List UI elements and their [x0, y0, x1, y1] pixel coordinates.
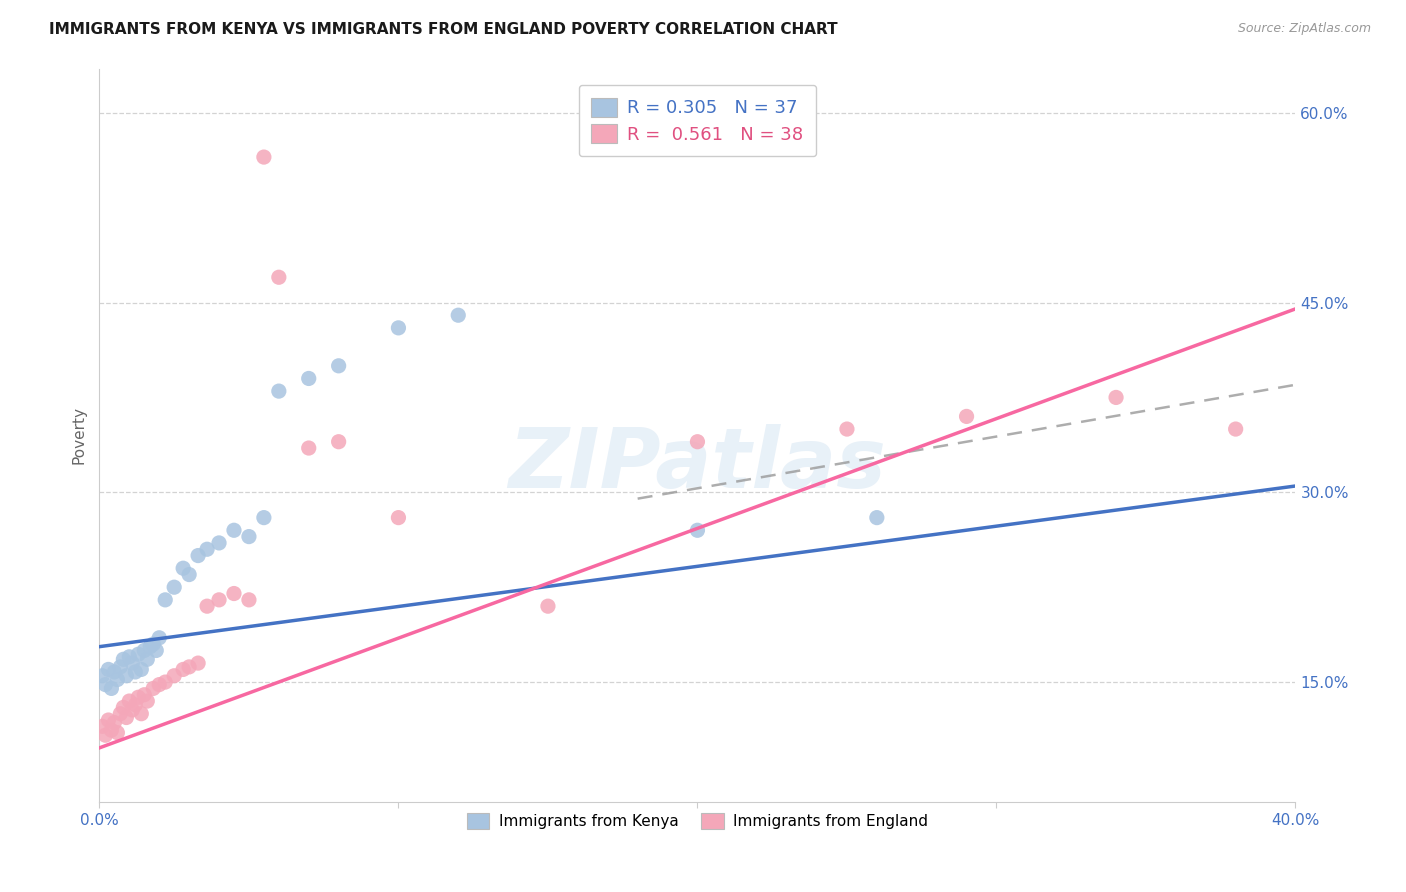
- Point: [208, 592, 231, 607]
- Legend: Immigrants from Kenya, Immigrants from England: Immigrants from Kenya, Immigrants from E…: [460, 806, 935, 835]
- Point: [121, 703, 143, 717]
- Point: [328, 359, 350, 373]
- Point: [179, 567, 201, 582]
- Text: Source: ZipAtlas.com: Source: ZipAtlas.com: [1237, 22, 1371, 36]
- Point: [187, 656, 209, 670]
- Point: [91, 669, 114, 683]
- Point: [187, 549, 209, 563]
- Point: [136, 652, 159, 666]
- Point: [253, 150, 276, 164]
- Point: [955, 409, 977, 424]
- Point: [172, 662, 194, 676]
- Point: [105, 725, 128, 739]
- Point: [447, 308, 470, 322]
- Point: [103, 715, 125, 730]
- Point: [142, 637, 165, 651]
- Point: [387, 321, 409, 335]
- Point: [148, 678, 170, 692]
- Point: [103, 665, 125, 679]
- Point: [387, 510, 409, 524]
- Point: [222, 523, 245, 537]
- Point: [1105, 391, 1128, 405]
- Point: [163, 580, 186, 594]
- Point: [94, 678, 117, 692]
- Point: [1225, 422, 1247, 436]
- Point: [195, 542, 218, 557]
- Point: [97, 713, 120, 727]
- Point: [155, 592, 177, 607]
- Point: [115, 669, 138, 683]
- Text: ZIPatlas: ZIPatlas: [509, 425, 886, 505]
- Point: [136, 694, 159, 708]
- Point: [238, 530, 260, 544]
- Point: [121, 656, 143, 670]
- Point: [124, 698, 146, 712]
- Point: [155, 675, 177, 690]
- Point: [110, 706, 132, 721]
- Point: [179, 660, 201, 674]
- Point: [127, 690, 149, 705]
- Point: [124, 665, 146, 679]
- Point: [97, 662, 120, 676]
- Point: [866, 510, 889, 524]
- Point: [686, 523, 709, 537]
- Point: [118, 649, 141, 664]
- Point: [134, 643, 156, 657]
- Point: [238, 592, 260, 607]
- Point: [267, 270, 290, 285]
- Point: [91, 719, 114, 733]
- Point: [134, 688, 156, 702]
- Point: [148, 631, 170, 645]
- Point: [686, 434, 709, 449]
- Point: [163, 669, 186, 683]
- Point: [105, 673, 128, 687]
- Point: [100, 723, 122, 738]
- Point: [195, 599, 218, 614]
- Point: [267, 384, 290, 398]
- Y-axis label: Poverty: Poverty: [72, 407, 86, 465]
- Point: [129, 662, 152, 676]
- Point: [172, 561, 194, 575]
- Point: [100, 681, 122, 696]
- Point: [94, 728, 117, 742]
- Point: [115, 710, 138, 724]
- Point: [112, 700, 135, 714]
- Point: [118, 694, 141, 708]
- Point: [835, 422, 858, 436]
- Point: [139, 640, 162, 654]
- Point: [142, 681, 165, 696]
- Point: [328, 434, 350, 449]
- Point: [110, 660, 132, 674]
- Point: [145, 643, 167, 657]
- Point: [129, 706, 152, 721]
- Point: [537, 599, 560, 614]
- Point: [298, 371, 321, 385]
- Point: [222, 586, 245, 600]
- Point: [208, 536, 231, 550]
- Point: [253, 510, 276, 524]
- Point: [127, 647, 149, 661]
- Point: [298, 441, 321, 455]
- Point: [112, 652, 135, 666]
- Text: IMMIGRANTS FROM KENYA VS IMMIGRANTS FROM ENGLAND POVERTY CORRELATION CHART: IMMIGRANTS FROM KENYA VS IMMIGRANTS FROM…: [49, 22, 838, 37]
